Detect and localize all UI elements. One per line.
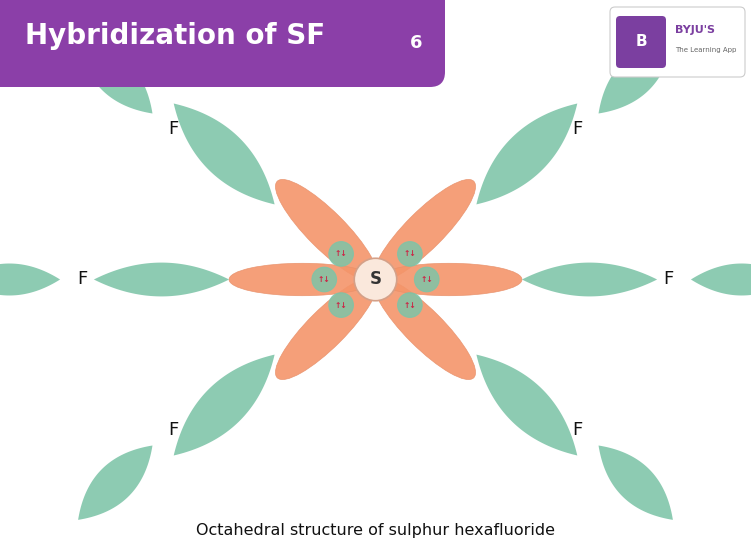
Circle shape — [312, 267, 336, 292]
Polygon shape — [476, 354, 578, 456]
Text: ↑↓: ↑↓ — [421, 275, 433, 284]
Circle shape — [415, 267, 439, 292]
Ellipse shape — [374, 179, 475, 281]
Polygon shape — [0, 263, 60, 296]
Polygon shape — [78, 39, 152, 113]
FancyBboxPatch shape — [0, 0, 445, 87]
Text: ↑↓: ↑↓ — [318, 275, 330, 284]
Text: Octahedral structure of sulphur hexafluoride: Octahedral structure of sulphur hexafluo… — [196, 523, 555, 538]
Text: F: F — [77, 271, 88, 288]
Ellipse shape — [374, 278, 475, 380]
Circle shape — [354, 258, 397, 301]
FancyBboxPatch shape — [616, 16, 666, 68]
Polygon shape — [173, 354, 275, 456]
Polygon shape — [599, 39, 673, 113]
Text: ↑↓: ↑↓ — [403, 249, 416, 258]
Polygon shape — [522, 263, 657, 296]
Polygon shape — [94, 263, 229, 296]
Ellipse shape — [276, 179, 377, 281]
Text: F: F — [663, 271, 674, 288]
Polygon shape — [78, 446, 152, 520]
FancyBboxPatch shape — [610, 7, 745, 77]
Text: ↑↓: ↑↓ — [335, 249, 348, 258]
Polygon shape — [476, 103, 578, 205]
Circle shape — [329, 241, 354, 266]
Ellipse shape — [229, 263, 376, 296]
Circle shape — [397, 241, 422, 266]
Text: B: B — [635, 35, 647, 50]
Text: S: S — [369, 271, 382, 288]
Text: Hybridization of SF: Hybridization of SF — [25, 22, 325, 50]
Text: F: F — [572, 120, 583, 138]
Text: ↑↓: ↑↓ — [403, 301, 416, 310]
Polygon shape — [691, 263, 751, 296]
Circle shape — [397, 293, 422, 318]
Ellipse shape — [376, 263, 522, 296]
Text: BYJU'S: BYJU'S — [675, 25, 715, 35]
Text: The Learning App: The Learning App — [675, 47, 737, 53]
Text: ↑↓: ↑↓ — [335, 301, 348, 310]
Text: F: F — [168, 120, 179, 138]
Text: 6: 6 — [410, 34, 423, 52]
Circle shape — [329, 293, 354, 318]
Polygon shape — [173, 103, 275, 205]
Ellipse shape — [276, 278, 377, 380]
Text: F: F — [572, 421, 583, 439]
Text: F: F — [168, 421, 179, 439]
Polygon shape — [599, 446, 673, 520]
